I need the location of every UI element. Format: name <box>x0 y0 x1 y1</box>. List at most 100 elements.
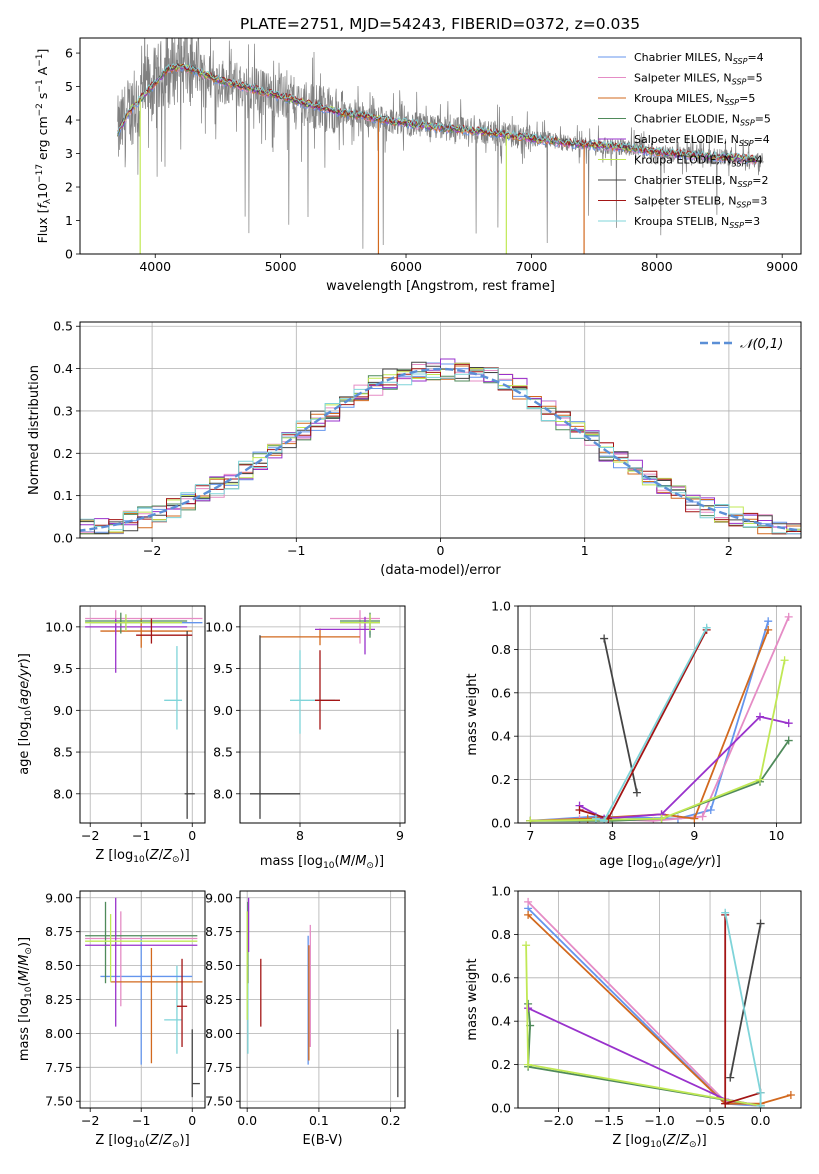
point-7 <box>184 631 195 819</box>
y-tick-label: 0.4 <box>53 361 73 376</box>
weight-marker <box>756 919 765 928</box>
weight-marker <box>756 1101 765 1108</box>
chart-mass_vs_Z: −2 −1 0 7.50 7.75 8.00 8.25 8.50 8.75 9.00 Z [log1… <box>17 890 206 1150</box>
point-0 <box>164 646 183 730</box>
weight-marker <box>632 788 641 797</box>
x-tick-label: −2 <box>143 543 161 558</box>
x-tick-label: −1 <box>132 1113 150 1128</box>
y-tick-label: 0.2 <box>491 1057 511 1072</box>
legend-label: Chabrier MILES, NSSP=4 <box>634 51 764 66</box>
y-tick-label: 9.0 <box>53 703 73 718</box>
x-tick-label: 0 <box>437 543 445 558</box>
weight-marker <box>780 656 789 665</box>
y-tick-label: 8.5 <box>53 745 73 760</box>
weight-marker <box>784 719 793 728</box>
legend-label: Salpeter MILES, NSSP=5 <box>634 72 763 87</box>
y-tick-label: 0.5 <box>53 319 73 334</box>
y-tick-label: 0.8 <box>491 642 511 657</box>
y-tick-label: 1 <box>65 213 73 228</box>
x-tick-label: 0.2 <box>381 1113 401 1128</box>
y-tick-label: 9.00 <box>45 890 73 905</box>
legend-label: 𝒩(0,1) <box>740 337 783 352</box>
weight-series-4 <box>579 715 789 820</box>
y-tick-label: 8.0 <box>53 786 73 801</box>
y-tick-label: 7.50 <box>205 1094 233 1109</box>
weight-marker <box>721 1099 730 1108</box>
chart-mass_vs_EBV: 0.0 0.1 0.2 7.50 7.75 8.00 8.25 8.50 8.75 9.00 E(B… <box>205 890 406 1148</box>
chart-age_vs_mass: 8 9 8.0 8.5 9.0 9.5 10.0 mass [log10(M/M⊙)] <box>205 605 406 871</box>
x-tick-label: 6000 <box>390 259 422 274</box>
x-tick-label: 0.0 <box>237 1113 257 1128</box>
weight-marker <box>524 1004 533 1013</box>
weight-marker <box>706 805 715 814</box>
y-tick-label: 6 <box>65 46 73 61</box>
y-tick-label: 8.25 <box>45 992 73 1007</box>
legend-label: Kroupa ELODIE, NSSP=4 <box>634 154 763 169</box>
point-5 <box>85 618 188 673</box>
x-tick-label: 9 <box>396 828 404 843</box>
axes-frame <box>239 605 406 824</box>
weight-marker <box>755 712 764 721</box>
x-tick-label: 9000 <box>766 259 798 274</box>
y-tick-label: 9.00 <box>205 890 233 905</box>
x-axis-label: wavelength [Angstrom, rest frame] <box>326 279 555 294</box>
y-tick-label: 9.0 <box>213 703 233 718</box>
x-axis-label: Z [log10(Z/Z⊙)] <box>612 1133 706 1150</box>
weight-marker <box>690 814 699 823</box>
x-tick-label: 0 <box>188 828 196 843</box>
legend-label: Chabrier ELODIE, NSSP=5 <box>634 113 771 128</box>
axes-frame <box>79 37 802 255</box>
x-tick-label: 8000 <box>641 259 673 274</box>
plot-area-residuals <box>80 322 801 538</box>
x-tick-label: 0.0 <box>751 1113 771 1128</box>
weight-marker <box>575 805 584 814</box>
chart-age_vs_Z: −2 −1 0 8.0 8.5 9.0 9.5 10.0 Z [log10(Z/Z⊙)] age … <box>17 605 206 865</box>
y-tick-label: 0.6 <box>491 685 511 700</box>
point-6 <box>85 614 183 632</box>
x-tick-label: 9 <box>690 828 698 843</box>
x-axis-label: E(B-V) <box>302 1133 342 1148</box>
spectrum-legend: Chabrier MILES, NSSP=4 Salpeter MILES, NS… <box>598 51 771 230</box>
weight-marker <box>526 816 535 823</box>
y-tick-label: 0.6 <box>491 970 511 985</box>
x-tick-label: 4000 <box>139 259 171 274</box>
weight-marker <box>524 910 533 919</box>
plot-area-spectrum <box>117 38 764 254</box>
y-tick-label: 8.50 <box>45 958 73 973</box>
point-3 <box>260 628 360 646</box>
point-4 <box>85 901 198 984</box>
weight-marker <box>764 617 773 626</box>
x-axis-label: (data-model)/error <box>380 563 501 578</box>
legend-item: Salpeter ELODIE, NSSP=4 <box>598 133 770 148</box>
weight-marker <box>755 775 764 784</box>
x-tick-label: 7 <box>526 828 534 843</box>
y-tick-label: 8.75 <box>205 924 233 939</box>
weight-marker <box>524 897 533 906</box>
weight-marker <box>524 1060 533 1069</box>
x-tick-label: 1 <box>581 543 589 558</box>
y-tick-label: 0.0 <box>491 816 511 831</box>
legend-label: Salpeter STELIB, NSSP=3 <box>634 195 767 210</box>
y-tick-label: 8.50 <box>205 958 233 973</box>
y-tick-label: 1.0 <box>491 884 511 899</box>
y-tick-label: 0.4 <box>491 729 511 744</box>
axes-frame <box>239 890 406 1109</box>
y-axis-label: Normed distribution <box>27 365 42 495</box>
y-tick-label: 9.5 <box>213 661 233 676</box>
y-tick-label: 8.75 <box>45 924 73 939</box>
weight-series-7 <box>579 629 708 820</box>
point-0 <box>290 650 335 734</box>
y-tick-label: 7.50 <box>45 1094 73 1109</box>
point-1 <box>100 935 193 1065</box>
y-tick-label: 1.0 <box>491 599 511 614</box>
point-2 <box>85 911 198 1007</box>
x-tick-label: −1.5 <box>594 1113 624 1128</box>
point-3 <box>110 947 203 1064</box>
weight-series-3 <box>530 739 790 822</box>
legend-item: Chabrier STELIB, NSSP=2 <box>598 174 768 189</box>
x-tick-label: 2 <box>725 543 733 558</box>
weight-marker <box>726 1073 735 1082</box>
weight-marker <box>764 625 773 634</box>
x-tick-label: 8 <box>608 828 616 843</box>
